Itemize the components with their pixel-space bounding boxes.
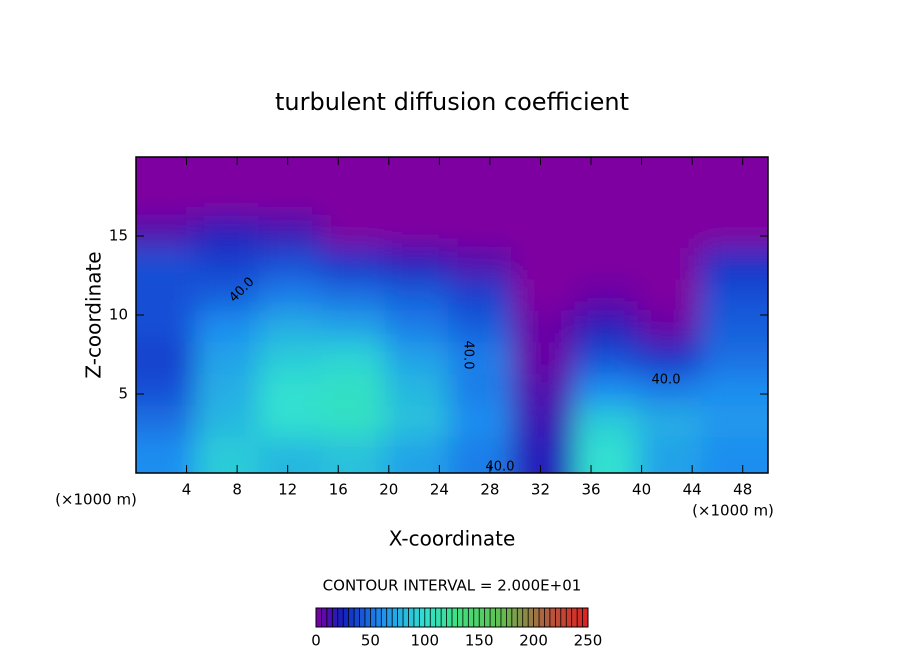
contour-label: 40.0: [461, 341, 476, 370]
colorbar-swatch: [403, 608, 409, 627]
colorbar-swatch: [517, 608, 524, 627]
x-tick-label: 8: [232, 481, 242, 499]
y-tick-label: 10: [109, 306, 128, 324]
colorbar-swatch: [435, 608, 442, 627]
contour-label: 40.0: [652, 373, 681, 388]
colorbar-frame: [315, 607, 589, 628]
colorbar-swatch: [462, 608, 469, 627]
colorbar-swatch: [332, 608, 339, 627]
field-cells: [136, 157, 768, 473]
y-tick-label: 15: [109, 227, 128, 245]
colorbar-swatch: [419, 608, 426, 627]
subtitle: CONTOUR INTERVAL = 2.000E+01: [323, 577, 582, 595]
field-cell: [448, 437, 520, 473]
colorbar-swatch: [522, 608, 529, 627]
x-tick-label: 20: [379, 481, 398, 499]
y-axis-label: Z-coordinate: [82, 251, 106, 378]
colorbar-swatch: [321, 608, 328, 627]
colorbar-swatch: [337, 608, 344, 627]
colorbar-tick-label: 150: [465, 632, 494, 650]
x-tick-label: 40: [632, 481, 651, 499]
field-cell: [258, 437, 330, 473]
colorbar-swatch: [511, 608, 518, 627]
colorbar-swatch: [533, 608, 540, 627]
colorbar-swatch: [555, 608, 562, 627]
field-cell: [574, 437, 646, 473]
colorbar-swatch: [484, 608, 491, 627]
colorbar-swatch: [354, 608, 361, 627]
x-tick-label: 32: [531, 481, 550, 499]
colorbar-swatch: [490, 608, 497, 627]
colorbar-swatch: [506, 608, 513, 627]
colorbar-swatch: [539, 608, 545, 627]
colorbar-swatch: [566, 608, 573, 627]
field-cell: [195, 437, 267, 473]
colorbar-swatch: [473, 608, 480, 627]
colorbar-swatch: [359, 608, 366, 627]
x-axis-label: X-coordinate: [389, 527, 516, 551]
colorbar-swatch: [381, 608, 388, 627]
colorbar-swatch: [413, 608, 420, 627]
x-unit: (×1000 m): [55, 491, 137, 509]
chart-title: turbulent diffusion coefficient: [275, 88, 629, 116]
colorbar-tick-label: 250: [574, 632, 603, 650]
field: [136, 157, 768, 473]
colorbar-swatch: [408, 608, 415, 627]
colorbar-swatch: [560, 608, 567, 627]
colorbar-swatch: [326, 608, 333, 627]
colorbar-swatch: [370, 608, 377, 627]
colorbar-swatch: [452, 608, 458, 627]
colorbar-swatch: [495, 608, 502, 627]
colorbar-swatch: [528, 608, 535, 627]
y-tick-label: 5: [118, 385, 128, 403]
colorbar-tick-label: 50: [361, 632, 380, 650]
colorbar-swatch: [500, 608, 507, 627]
colorbar-swatch: [392, 608, 399, 627]
contour-label: 40.0: [486, 460, 515, 475]
colorbar-swatch: [457, 608, 464, 627]
x-unit: (×1000 m): [692, 502, 774, 520]
field-cell: [700, 437, 768, 473]
colorbar-swatch: [571, 608, 578, 627]
colorbar-tick-label: 100: [410, 632, 439, 650]
colorbar-swatch: [424, 608, 431, 627]
colorbar-swatch: [364, 608, 371, 627]
colorbar-swatch: [430, 608, 437, 627]
colorbar-swatch: [348, 608, 355, 627]
colorbar-swatch: [375, 608, 382, 627]
colorbar-swatch: [343, 608, 350, 627]
colorbar-swatch: [544, 608, 551, 627]
x-tick-label: 12: [278, 481, 297, 499]
colorbar-swatch: [577, 608, 584, 627]
colorbar-swatch: [582, 608, 589, 627]
field-cell: [384, 437, 456, 473]
x-tick-label: 28: [480, 481, 499, 499]
x-tick-label: 16: [329, 481, 348, 499]
colorbar-swatch: [316, 608, 322, 627]
colorbar-swatch: [479, 608, 486, 627]
colorbar-swatch: [549, 608, 556, 627]
x-tick-label: 24: [430, 481, 449, 499]
x-tick-label: 48: [733, 481, 752, 499]
field-cell: [321, 437, 393, 473]
colorbar-swatch: [468, 608, 475, 627]
colorbar-swatch: [397, 608, 404, 627]
field-cell: [637, 437, 709, 473]
x-tick-label: 4: [182, 481, 192, 499]
colorbar-swatch: [441, 608, 448, 627]
x-tick-label: 44: [683, 481, 702, 499]
colorbar-swatch: [386, 608, 393, 627]
field-cell: [511, 437, 583, 473]
colorbar-tick-label: 200: [519, 632, 548, 650]
x-tick-label: 36: [581, 481, 600, 499]
colorbar-swatch: [446, 608, 453, 627]
colorbar-tick-label: 0: [311, 632, 321, 650]
